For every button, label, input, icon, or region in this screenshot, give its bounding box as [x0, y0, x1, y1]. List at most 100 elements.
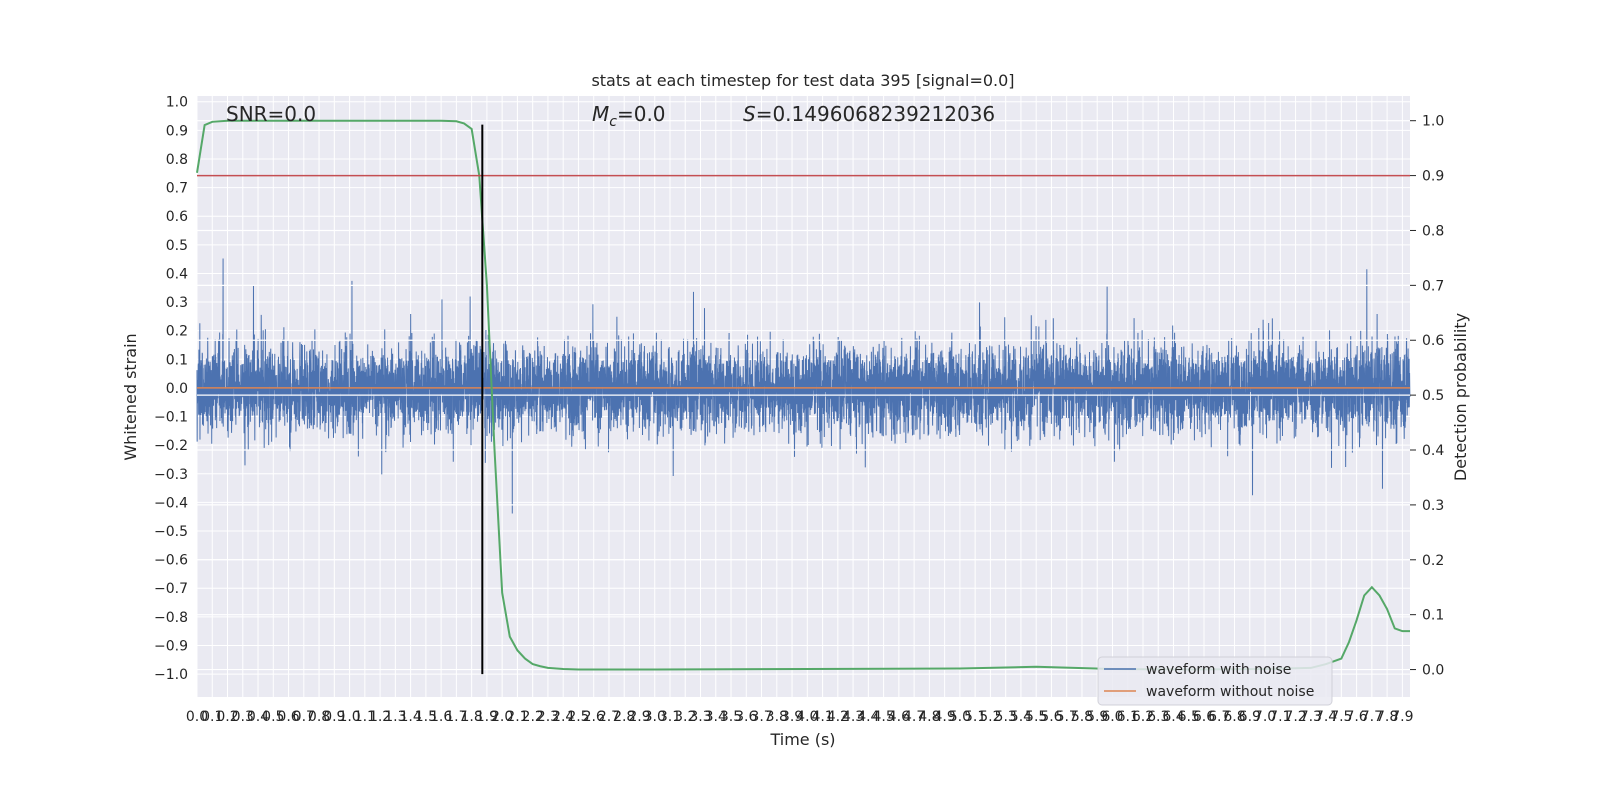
x-tick-label: 7.4	[1315, 709, 1337, 725]
x-tick-label: 5.7	[1056, 709, 1078, 725]
x-tick-label: 2.7	[598, 709, 620, 725]
x-tick-label: 1.3	[384, 709, 406, 725]
y-left-tick-label: −0.6	[154, 553, 188, 569]
y-left-tick-label: −0.5	[154, 524, 188, 540]
y-left-tick-label: −0.2	[154, 438, 188, 454]
x-tick-label: 3.6	[735, 709, 757, 725]
x-tick-label: 3.3	[689, 709, 711, 725]
x-tick-label: 3.0	[644, 709, 666, 725]
x-tick-label: 7.1	[1269, 709, 1291, 725]
y-left-axis-label: Whitened strain	[121, 333, 140, 460]
y-right-tick-labels: 1.0 0.9 0.8 0.7 0.6 0.5 0.4 0.3 0.2 0.1 0.0	[1410, 114, 1444, 679]
x-tick-label: 6.5	[1178, 709, 1200, 725]
x-tick-label: 7.2	[1284, 709, 1306, 725]
x-tick-label: 6.8	[1223, 709, 1245, 725]
x-tick-label: 2.2	[522, 709, 544, 725]
y-left-tick-label: 0.9	[166, 123, 188, 139]
x-tick-label: 1.4	[399, 709, 421, 725]
x-tick-label: 4.9	[934, 709, 956, 725]
x-tick-label: 4.8	[918, 709, 940, 725]
x-tick-label: 6.6	[1193, 709, 1215, 725]
y-left-tick-label: 0.0	[166, 381, 188, 397]
x-tick-label: 0.1	[201, 709, 223, 725]
y-left-tick-label: 0.4	[166, 266, 188, 282]
x-tick-label: 1.9	[476, 709, 498, 725]
x-tick-label: 5.4	[1010, 709, 1032, 725]
x-tick-label: 0.5	[262, 709, 284, 725]
x-tick-label: 3.5	[720, 709, 742, 725]
y-left-tick-labels: 1.0 0.9 0.8 0.7 0.6 0.5 0.4 0.3 0.2 0.1 0.0 −0.1 −0.…	[154, 95, 188, 683]
x-tick-label: 1.0	[338, 709, 360, 725]
x-tick-label: 0.2	[216, 709, 238, 725]
y-right-tick-label: 0.1	[1422, 608, 1444, 624]
x-tick-label: 2.4	[552, 709, 574, 725]
x-tick-label: 6.3	[1147, 709, 1169, 725]
x-tick-label: 2.5	[567, 709, 589, 725]
legend-box	[1097, 656, 1333, 706]
detection-probability-line	[196, 119, 1410, 671]
y-left-tick-label: −0.9	[154, 638, 188, 654]
y-right-tick-label: 0.9	[1422, 169, 1444, 185]
x-tick-label: 4.4	[857, 709, 879, 725]
y-left-tick-label: 0.5	[166, 238, 188, 254]
y-left-tick-label: 0.3	[166, 295, 188, 311]
y-right-tick-label: 1.0	[1422, 114, 1444, 130]
y-left-tick-label: 0.7	[166, 181, 188, 197]
x-tick-label: 5.9	[1086, 709, 1108, 725]
x-tick-label: 4.1	[811, 709, 833, 725]
y-right-axis-label: Detection probability	[1451, 313, 1470, 481]
y-left-tick-label: −1.0	[154, 667, 188, 683]
y-left-tick-label: 0.6	[166, 209, 188, 225]
x-tick-label: 0.8	[308, 709, 330, 725]
x-tick-label: 6.9	[1239, 709, 1261, 725]
x-tick-label: 0.3	[232, 709, 254, 725]
x-tick-label: 0.4	[247, 709, 269, 725]
x-tick-label: 2.8	[613, 709, 635, 725]
x-tick-label: 5.8	[1071, 709, 1093, 725]
x-tick-label: 3.1	[659, 709, 681, 725]
x-tick-label: 6.1	[1117, 709, 1139, 725]
x-tick-label: 1.1	[354, 709, 376, 725]
waveform-with-noise-line	[196, 258, 1411, 514]
x-tick-label: 5.5	[1025, 709, 1047, 725]
snr-annotation: SNR=0.0	[226, 102, 316, 126]
x-tick-label: 2.9	[628, 709, 650, 725]
x-tick-label: 6.7	[1208, 709, 1230, 725]
y-left-tick-label: 0.2	[166, 324, 188, 340]
x-tick-label: 5.1	[964, 709, 986, 725]
x-tick-label: 6.4	[1162, 709, 1184, 725]
y-left-tick-label: 1.0	[166, 95, 188, 111]
x-tick-label: 1.6	[430, 709, 452, 725]
y-left-tick-label: −0.1	[154, 410, 188, 426]
x-axis-label: Time (s)	[769, 730, 835, 749]
x-tick-label: 4.3	[842, 709, 864, 725]
x-tick-label: 3.9	[781, 709, 803, 725]
series-waveform-with-noise	[196, 258, 1411, 514]
y-left-tick-label: 0.1	[166, 352, 188, 368]
x-tick-label: 5.3	[995, 709, 1017, 725]
x-tick-label: 1.2	[369, 709, 391, 725]
x-tick-label: 2.6	[583, 709, 605, 725]
y-right-tick-label: 0.3	[1422, 498, 1444, 514]
x-tick-label: 6.0	[1101, 709, 1123, 725]
y-right-tick-label: 0.0	[1422, 663, 1444, 679]
y-right-tick-label: 0.2	[1422, 553, 1444, 569]
x-tick-label: 7.8	[1376, 709, 1398, 725]
y-left-tick-label: −0.3	[154, 467, 188, 483]
chirp-mass-annotation: Mc=0.0	[592, 102, 666, 130]
y-left-tick-label: −0.7	[154, 581, 188, 597]
x-tick-label: 0.6	[277, 709, 299, 725]
x-tick-label: 3.7	[750, 709, 772, 725]
x-tick-label: 0.9	[323, 709, 345, 725]
x-tick-label: 7.6	[1345, 709, 1367, 725]
y-left-tick-label: 0.8	[166, 152, 188, 168]
y-left-tick-label: −0.4	[154, 495, 188, 511]
x-tick-label: 5.6	[1040, 709, 1062, 725]
y-right-tick-label: 0.7	[1422, 278, 1444, 294]
x-tick-label: 7.0	[1254, 709, 1276, 725]
x-tick-label: 1.7	[445, 709, 467, 725]
legend: waveform with noise waveform without noi…	[1097, 656, 1333, 706]
x-tick-label: 4.7	[903, 709, 925, 725]
x-tick-label: 5.0	[949, 709, 971, 725]
chart-title: stats at each timestep for test data 395…	[591, 71, 1014, 90]
